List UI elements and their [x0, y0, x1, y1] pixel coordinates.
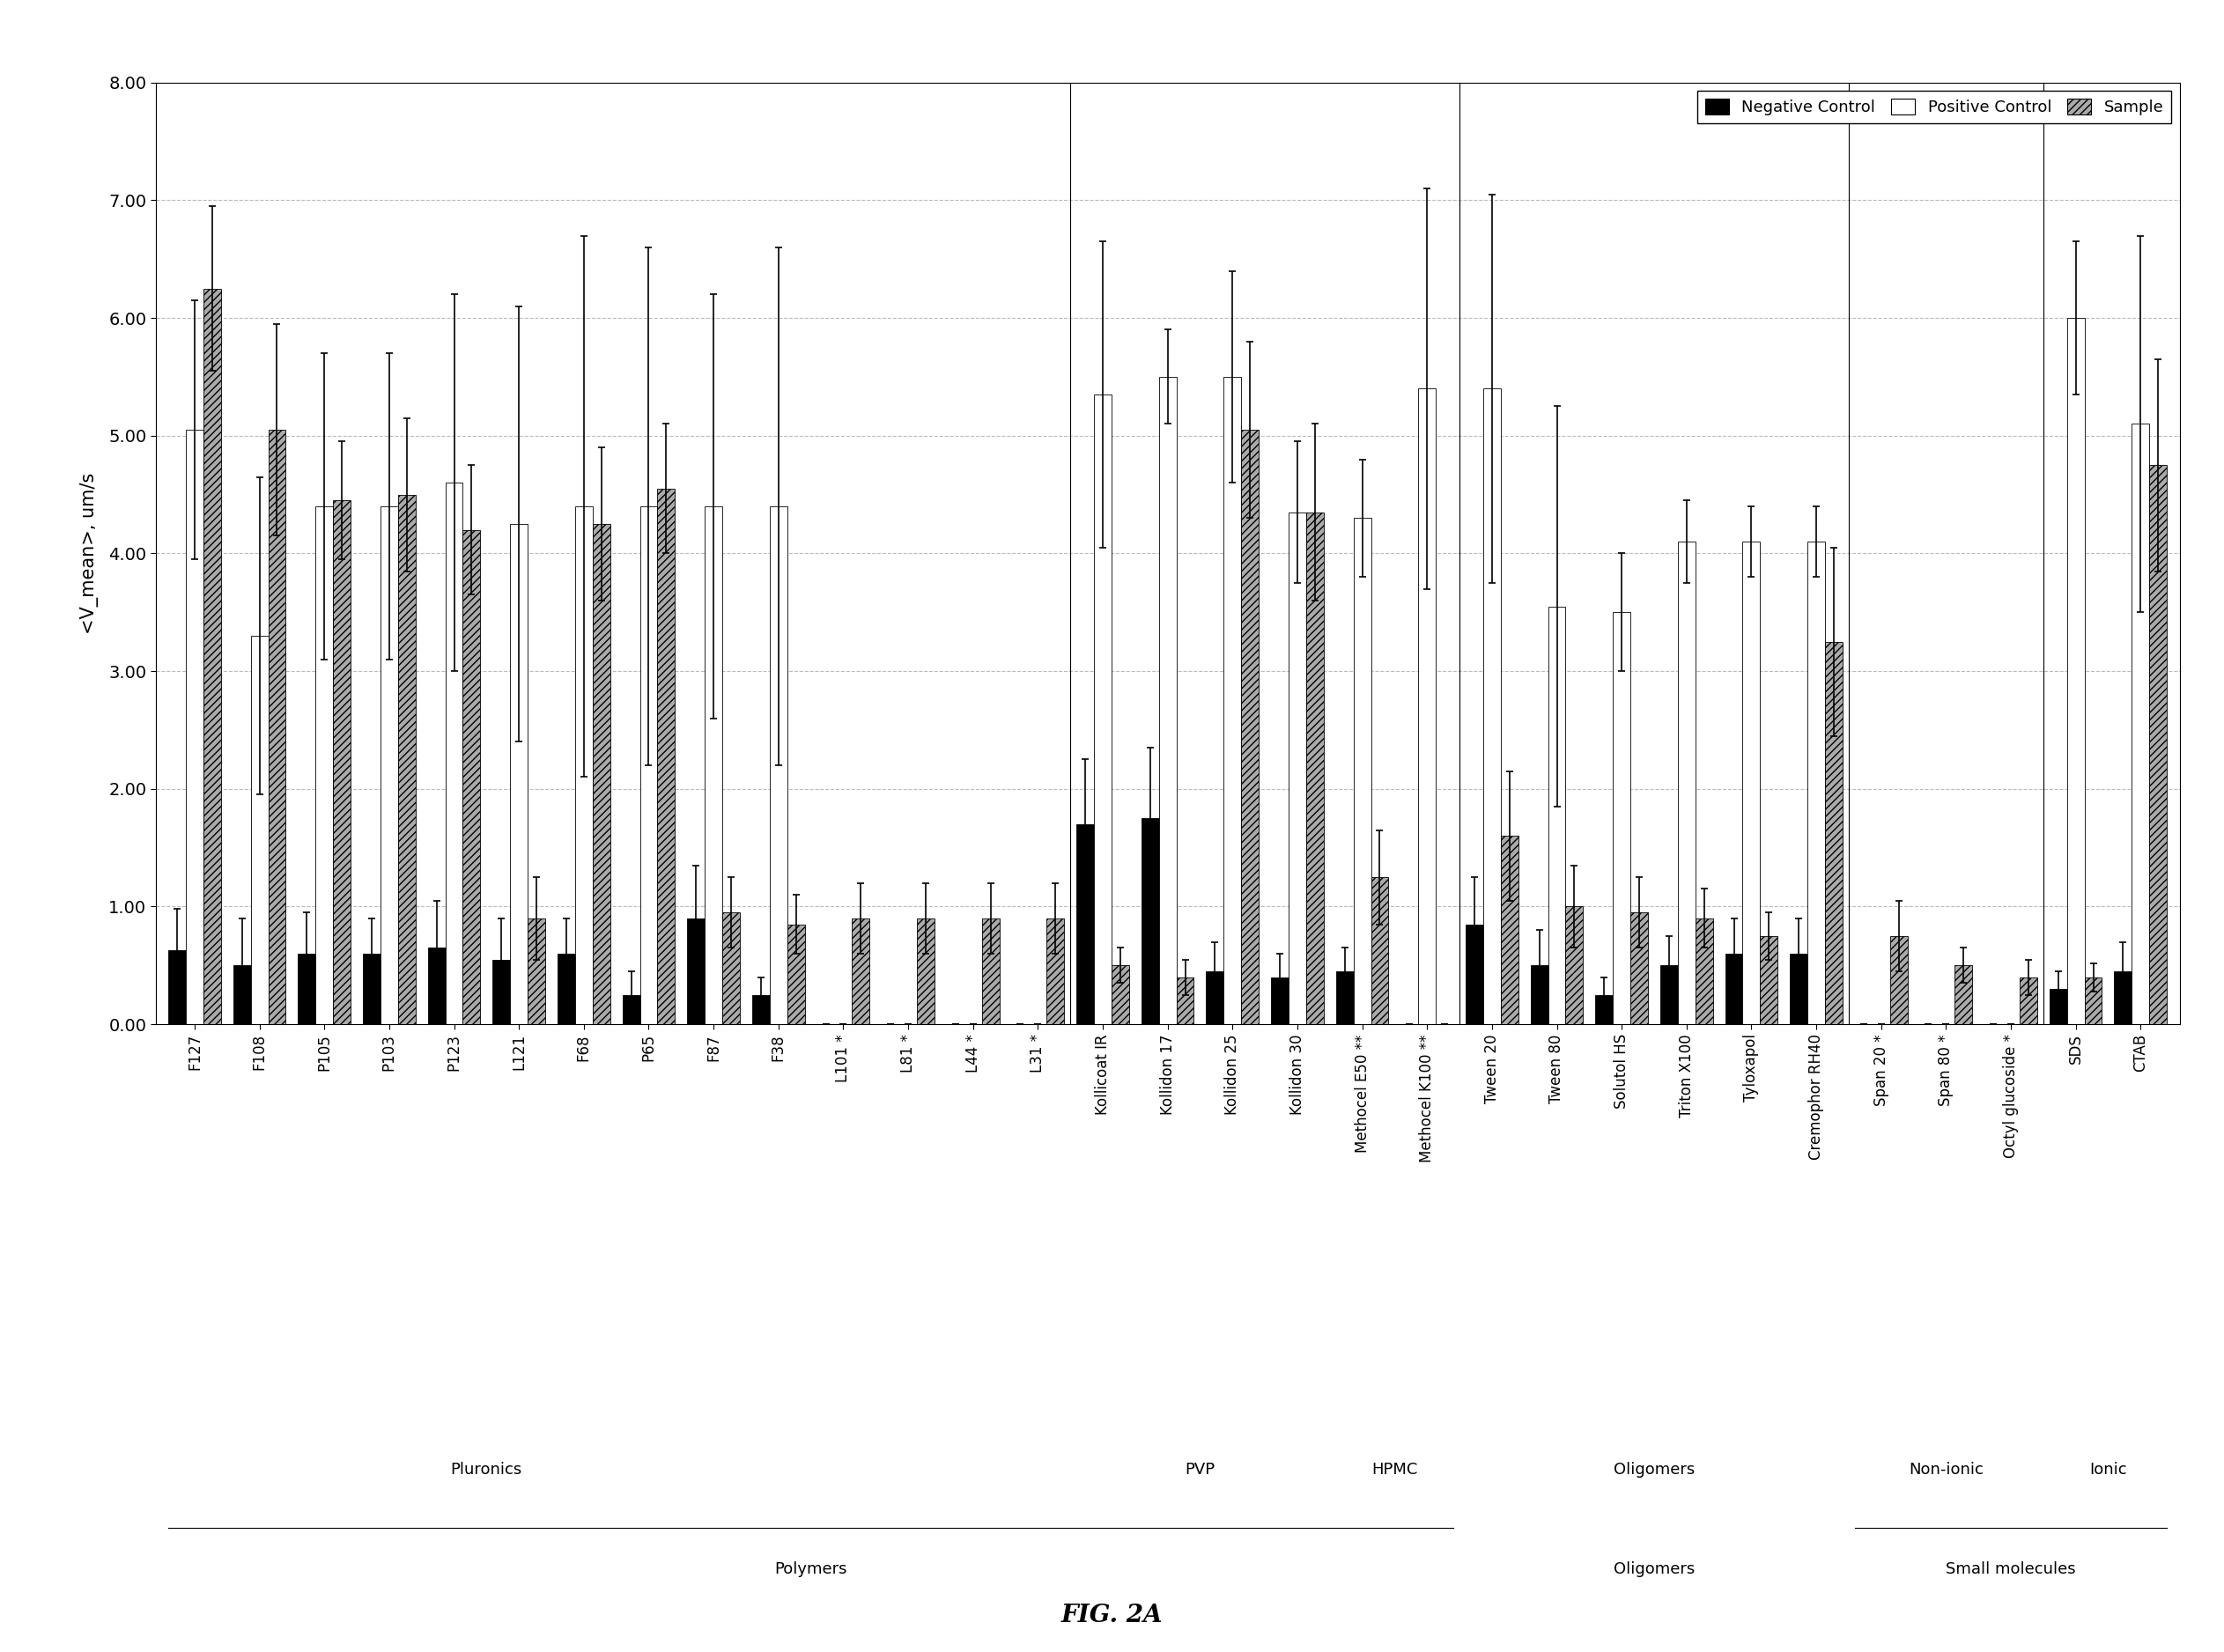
Bar: [1223, 377, 1241, 1024]
Bar: [1695, 919, 1712, 1024]
Bar: [623, 995, 641, 1024]
Bar: [234, 965, 251, 1024]
Bar: [1744, 542, 1759, 1024]
Bar: [363, 953, 380, 1024]
Bar: [202, 289, 220, 1024]
Bar: [398, 494, 416, 1024]
Bar: [1955, 965, 1973, 1024]
Text: Small molecules: Small molecules: [1946, 1561, 2075, 1578]
Bar: [1076, 824, 1094, 1024]
Bar: [1808, 542, 1826, 1024]
Text: FIG. 2A: FIG. 2A: [1061, 1604, 1163, 1627]
Bar: [509, 524, 527, 1024]
Bar: [787, 923, 805, 1024]
Bar: [427, 948, 445, 1024]
Bar: [1566, 907, 1583, 1024]
Bar: [1612, 613, 1630, 1024]
Bar: [1890, 937, 1908, 1024]
Bar: [981, 919, 999, 1024]
Bar: [1272, 978, 1288, 1024]
Bar: [576, 507, 592, 1024]
Bar: [1826, 641, 1841, 1024]
Bar: [1205, 971, 1223, 1024]
Bar: [2051, 990, 2066, 1024]
Bar: [1483, 388, 1501, 1024]
Bar: [2148, 466, 2166, 1024]
Bar: [1419, 388, 1437, 1024]
Bar: [1241, 430, 1259, 1024]
Y-axis label: <V_mean>, um/s: <V_mean>, um/s: [80, 472, 98, 634]
Bar: [916, 919, 934, 1024]
Bar: [1548, 606, 1566, 1024]
Bar: [852, 919, 870, 1024]
Text: PVP: PVP: [1185, 1462, 1214, 1479]
Bar: [334, 501, 351, 1024]
Bar: [2019, 978, 2037, 1024]
Bar: [558, 953, 576, 1024]
Bar: [1661, 965, 1677, 1024]
Bar: [187, 430, 202, 1024]
Bar: [1288, 512, 1305, 1024]
Bar: [1759, 937, 1777, 1024]
Bar: [1337, 971, 1354, 1024]
Bar: [1141, 818, 1159, 1024]
Bar: [2133, 425, 2148, 1024]
Bar: [1305, 512, 1323, 1024]
Bar: [705, 507, 723, 1024]
Legend: Negative Control, Positive Control, Sample: Negative Control, Positive Control, Samp…: [1697, 91, 2171, 124]
Bar: [527, 919, 545, 1024]
Bar: [1370, 877, 1388, 1024]
Bar: [1677, 542, 1695, 1024]
Text: Oligomers: Oligomers: [1612, 1462, 1695, 1479]
Text: Ionic: Ionic: [2088, 1462, 2126, 1479]
Bar: [463, 530, 480, 1024]
Bar: [169, 950, 187, 1024]
Text: Pluronics: Pluronics: [451, 1462, 523, 1479]
Text: HPMC: HPMC: [1372, 1462, 1417, 1479]
Bar: [1159, 377, 1176, 1024]
Bar: [1094, 395, 1112, 1024]
Bar: [494, 960, 509, 1024]
Bar: [251, 636, 269, 1024]
Text: Polymers: Polymers: [774, 1561, 847, 1578]
Bar: [1595, 995, 1612, 1024]
Bar: [1466, 923, 1483, 1024]
Bar: [1726, 953, 1744, 1024]
Bar: [723, 912, 741, 1024]
Bar: [752, 995, 770, 1024]
Bar: [1530, 965, 1548, 1024]
Bar: [1501, 836, 1519, 1024]
Bar: [380, 507, 398, 1024]
Bar: [687, 919, 705, 1024]
Bar: [269, 430, 285, 1024]
Bar: [1048, 919, 1063, 1024]
Bar: [2084, 978, 2102, 1024]
Bar: [592, 524, 609, 1024]
Bar: [445, 482, 463, 1024]
Bar: [1176, 978, 1194, 1024]
Bar: [2066, 319, 2084, 1024]
Bar: [316, 507, 334, 1024]
Bar: [1112, 965, 1130, 1024]
Bar: [1790, 953, 1808, 1024]
Bar: [658, 489, 674, 1024]
Bar: [1630, 912, 1648, 1024]
Bar: [641, 507, 658, 1024]
Bar: [298, 953, 316, 1024]
Bar: [1354, 519, 1370, 1024]
Text: Non-ionic: Non-ionic: [1908, 1462, 1984, 1479]
Bar: [770, 507, 787, 1024]
Bar: [2115, 971, 2133, 1024]
Text: Oligomers: Oligomers: [1612, 1561, 1695, 1578]
